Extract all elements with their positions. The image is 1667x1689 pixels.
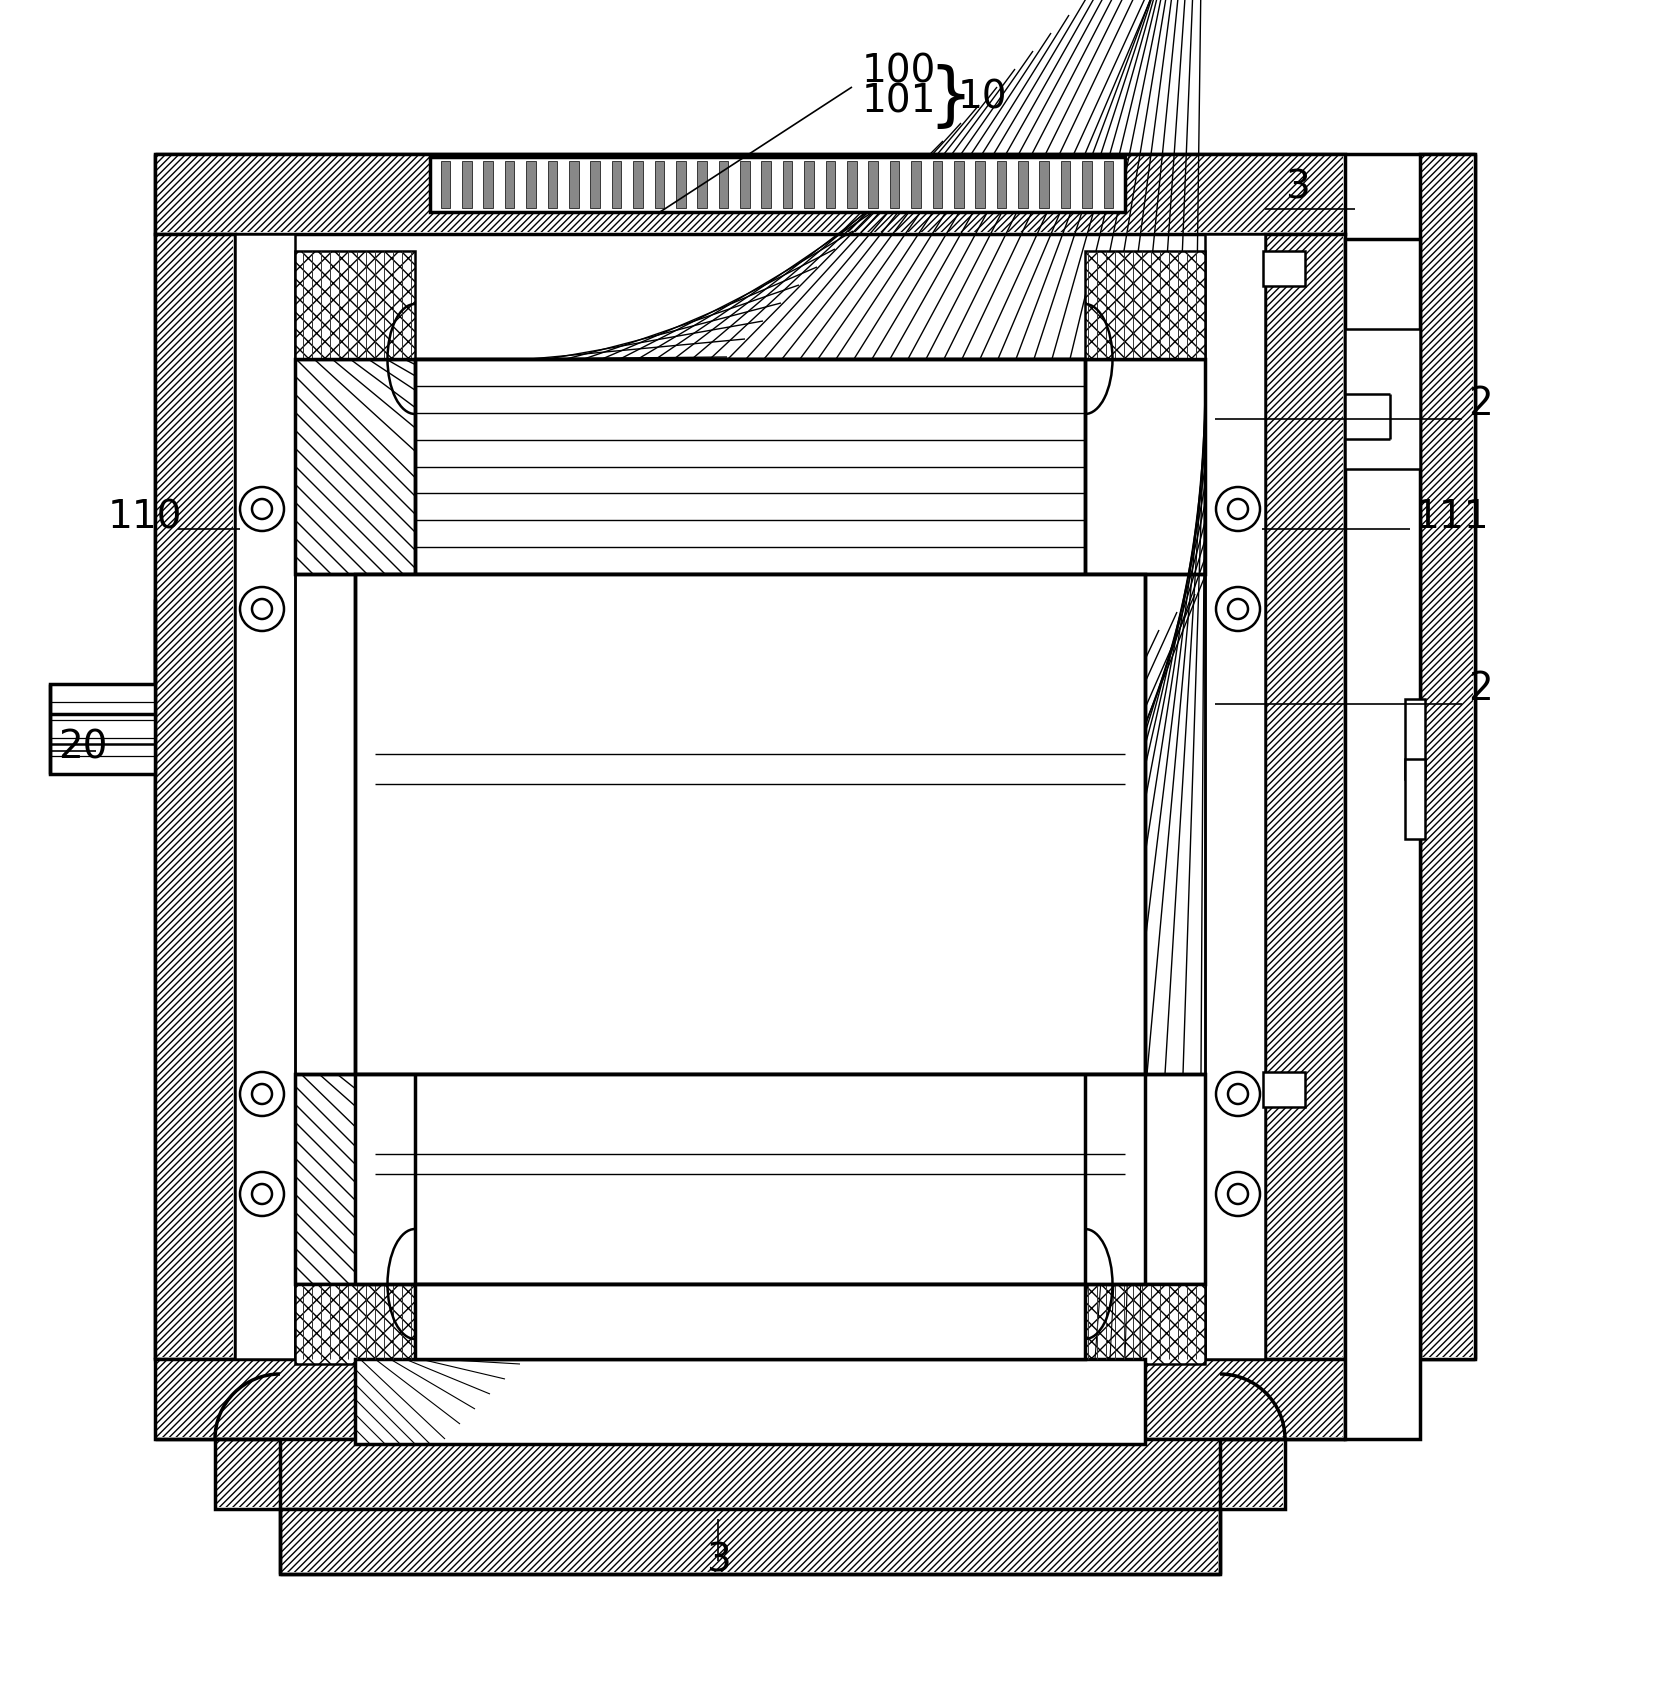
Bar — [1085, 1284, 1205, 1365]
Bar — [1265, 235, 1345, 1360]
Bar — [1422, 157, 1474, 1358]
Bar — [1345, 240, 1420, 1439]
Bar — [355, 1360, 1145, 1444]
Bar — [415, 360, 1085, 574]
Bar — [718, 162, 728, 209]
Bar — [954, 162, 964, 209]
Bar — [235, 235, 295, 1360]
Circle shape — [1215, 1172, 1260, 1216]
Bar — [932, 162, 942, 209]
Text: 100: 100 — [862, 52, 937, 90]
Bar — [1082, 162, 1092, 209]
Text: 2: 2 — [1469, 385, 1492, 422]
Text: 20: 20 — [58, 728, 107, 765]
Bar — [295, 1284, 415, 1365]
Bar — [1019, 162, 1027, 209]
Bar — [997, 162, 1007, 209]
Bar — [975, 162, 985, 209]
Bar — [740, 162, 750, 209]
Bar — [415, 1074, 1085, 1284]
Bar — [1345, 329, 1420, 470]
Text: 111: 111 — [1415, 498, 1490, 535]
Bar — [568, 162, 578, 209]
Bar — [783, 162, 792, 209]
Bar — [762, 162, 772, 209]
Bar — [912, 162, 920, 209]
Bar — [1085, 252, 1205, 360]
Bar — [295, 1074, 1205, 1284]
Bar — [155, 155, 1345, 235]
Circle shape — [1215, 488, 1260, 532]
Bar — [280, 1508, 1220, 1574]
Bar — [590, 162, 600, 209]
Bar — [355, 574, 1145, 1074]
Bar — [803, 162, 813, 209]
Circle shape — [1215, 1073, 1260, 1116]
Bar — [825, 162, 835, 209]
Bar — [155, 235, 235, 1360]
Bar — [1104, 162, 1114, 209]
Text: 101: 101 — [862, 83, 937, 120]
Text: 110: 110 — [108, 498, 182, 535]
Bar — [415, 1284, 1085, 1360]
Bar — [440, 162, 450, 209]
Circle shape — [240, 1073, 283, 1116]
Bar — [282, 1512, 1219, 1572]
Bar — [1205, 235, 1265, 1360]
Bar — [215, 1439, 1285, 1508]
Bar — [675, 162, 685, 209]
Bar — [295, 360, 1205, 574]
Bar — [155, 1360, 1345, 1439]
Circle shape — [240, 1172, 283, 1216]
Circle shape — [240, 588, 283, 632]
Bar — [217, 1441, 1284, 1507]
Bar — [655, 162, 663, 209]
Bar — [1264, 1073, 1305, 1108]
Bar — [1405, 760, 1425, 839]
Bar — [1405, 699, 1425, 780]
Bar — [548, 162, 557, 209]
Text: 2: 2 — [1469, 669, 1492, 708]
Bar — [890, 162, 900, 209]
Bar — [527, 162, 535, 209]
Text: 10: 10 — [959, 78, 1007, 117]
Bar — [462, 162, 472, 209]
Bar — [633, 162, 643, 209]
Bar — [1420, 155, 1475, 1360]
Bar — [847, 162, 857, 209]
Circle shape — [240, 488, 283, 532]
Bar — [612, 162, 622, 209]
Bar — [1060, 162, 1070, 209]
Bar — [697, 162, 707, 209]
Bar — [157, 236, 233, 1358]
Circle shape — [1215, 588, 1260, 632]
Bar — [430, 157, 1125, 213]
Bar — [869, 162, 879, 209]
Bar — [1040, 162, 1049, 209]
Text: 3: 3 — [1285, 167, 1310, 206]
Bar — [1264, 252, 1305, 287]
Bar — [157, 1361, 1344, 1437]
Text: 3: 3 — [707, 1540, 730, 1579]
Text: }: } — [929, 64, 972, 130]
Bar — [483, 162, 493, 209]
Bar — [1267, 236, 1344, 1358]
Bar — [157, 157, 1344, 233]
Bar — [50, 684, 155, 775]
Bar — [295, 252, 415, 360]
Bar — [505, 162, 515, 209]
Bar — [355, 1074, 1145, 1284]
